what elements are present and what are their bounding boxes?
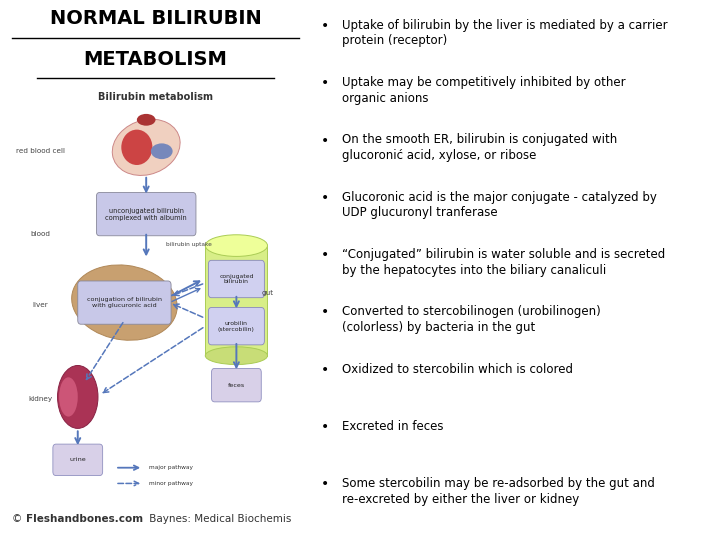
Text: Uptake may be competitively inhibited by other
organic anions: Uptake may be competitively inhibited by… — [342, 76, 626, 105]
Text: •: • — [321, 477, 330, 491]
Text: •: • — [321, 420, 330, 434]
Text: •: • — [321, 363, 330, 377]
Ellipse shape — [59, 377, 78, 416]
Text: On the smooth ER, bilirubin is conjugated with
glucoronić acid, xylose, or ribos: On the smooth ER, bilirubin is conjugate… — [342, 133, 617, 162]
FancyBboxPatch shape — [53, 444, 103, 476]
FancyBboxPatch shape — [212, 368, 261, 402]
Text: blood: blood — [30, 231, 50, 237]
Text: Converted to stercobilinogen (urobilinogen)
(colorless) by bacteria in the gut: Converted to stercobilinogen (urobilinog… — [342, 306, 600, 334]
Ellipse shape — [112, 119, 180, 176]
Text: bilirubin uptake: bilirubin uptake — [166, 242, 212, 247]
Text: conjugation of bilirubin
with glucuronic acid: conjugation of bilirubin with glucuronic… — [87, 297, 162, 308]
Text: Glucoronic acid is the major conjugate - catalyzed by
UDP glucuronyl tranferase: Glucoronic acid is the major conjugate -… — [342, 191, 657, 219]
Ellipse shape — [205, 347, 268, 364]
Text: NORMAL BILIRUBIN: NORMAL BILIRUBIN — [50, 9, 261, 28]
Text: Bilirubin metabolism: Bilirubin metabolism — [98, 92, 213, 102]
FancyBboxPatch shape — [208, 307, 264, 345]
Text: feces: feces — [228, 383, 245, 388]
Text: METABOLISM: METABOLISM — [84, 50, 228, 69]
Text: gut: gut — [261, 290, 274, 296]
Ellipse shape — [58, 366, 98, 428]
Text: •: • — [321, 76, 330, 90]
Ellipse shape — [137, 114, 156, 126]
Text: urine: urine — [69, 457, 86, 462]
Text: •: • — [321, 248, 330, 262]
FancyBboxPatch shape — [208, 260, 264, 298]
Text: Excreted in feces: Excreted in feces — [342, 420, 444, 433]
Text: •: • — [321, 133, 330, 147]
Ellipse shape — [205, 235, 268, 256]
Text: “Conjugated” bilirubin is water soluble and is secreted
by the hepatocytes into : “Conjugated” bilirubin is water soluble … — [342, 248, 665, 276]
Text: major pathway: major pathway — [149, 465, 193, 470]
Text: Fleshandbones.com: Fleshandbones.com — [27, 514, 143, 524]
Ellipse shape — [121, 130, 153, 165]
Text: Oxidized to stercobilin which is colored: Oxidized to stercobilin which is colored — [342, 363, 572, 376]
Text: Some stercobilin may be re-adsorbed by the gut and
re-excreted by either the liv: Some stercobilin may be re-adsorbed by t… — [342, 477, 654, 506]
Text: ©: © — [12, 514, 26, 524]
Text: Uptake of bilirubin by the liver is mediated by a carrier
protein (receptor): Uptake of bilirubin by the liver is medi… — [342, 19, 667, 48]
Text: kidney: kidney — [28, 396, 53, 402]
Text: urobilin
(stercobilin): urobilin (stercobilin) — [218, 321, 255, 332]
Text: minor pathway: minor pathway — [149, 481, 193, 486]
Text: red blood cell: red blood cell — [16, 148, 65, 154]
Text: conjugated
bilirubin: conjugated bilirubin — [219, 274, 253, 285]
Text: •: • — [321, 306, 330, 319]
Ellipse shape — [151, 144, 173, 159]
Text: unconjugated bilirubin
complexed with albumin: unconjugated bilirubin complexed with al… — [105, 208, 187, 221]
Text: •: • — [321, 191, 330, 205]
FancyBboxPatch shape — [78, 281, 171, 324]
FancyBboxPatch shape — [96, 193, 196, 236]
Text: liver: liver — [32, 301, 48, 308]
Ellipse shape — [72, 265, 177, 340]
Text: Baynes: Medical Biochemis: Baynes: Medical Biochemis — [146, 514, 292, 524]
FancyBboxPatch shape — [205, 246, 268, 356]
Text: •: • — [321, 19, 330, 33]
